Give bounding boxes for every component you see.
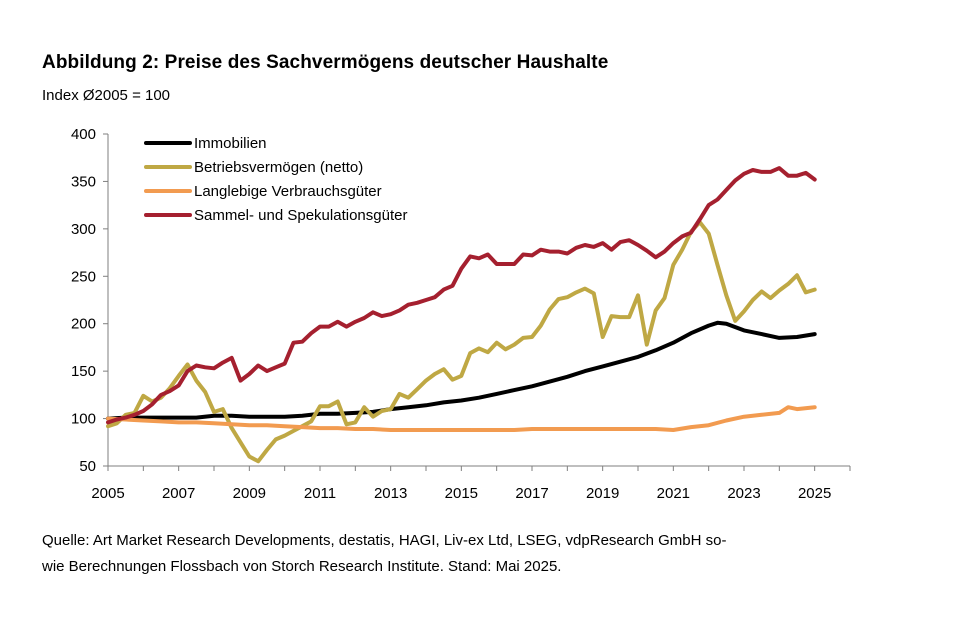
x-tick-label: 2021	[657, 485, 690, 502]
y-tick-label: 100	[71, 411, 96, 428]
chart-title: Abbildung 2: Preise des Sachvermögens de…	[42, 52, 609, 73]
x-tick-label: 2023	[727, 485, 760, 502]
x-tick-label: 2015	[445, 485, 478, 502]
series-line-4	[106, 166, 817, 425]
x-tick-label: 2013	[374, 485, 407, 502]
x-tick-label: 2011	[304, 485, 336, 502]
legend-label-4: Sammel- und Spekulationsgüter	[194, 207, 407, 224]
chart-legend: Immobilien Betriebsvermögen (netto) Langle…	[144, 135, 407, 224]
y-tick-label: 200	[71, 316, 96, 333]
chart-axes: 50 100 150 200 250 300 350 400 2005 2007 2009 2011 2…	[71, 126, 851, 502]
x-tick-label: 2005	[91, 485, 124, 502]
x-tick-label: 2007	[162, 485, 195, 502]
legend-label-1: Immobilien	[194, 135, 267, 152]
y-tick-label: 250	[71, 268, 96, 285]
source-note-line-1: Quelle: Art Market Research Developments…	[42, 532, 727, 549]
x-tick-label: 2019	[586, 485, 619, 502]
source-note-line-2: wie Berechnungen Flossbach von Storch Re…	[42, 558, 562, 575]
series-line-3	[106, 405, 817, 432]
y-tick-label: 400	[71, 126, 96, 143]
y-tick-label: 350	[71, 173, 96, 190]
x-tick-label: 2017	[515, 485, 548, 502]
y-tick-label: 150	[71, 363, 96, 380]
x-tick-label: 2009	[233, 485, 266, 502]
series-line-1	[106, 320, 817, 421]
chart-series-lines	[106, 166, 817, 464]
source-note: Quelle: Art Market Research Developments…	[42, 528, 902, 580]
y-axis-unit-label: Index Ø2005 = 100	[42, 87, 171, 104]
line-chart: 50 100 150 200 250 300 350 400 2005 2007 2009 2011 2…	[71, 126, 851, 502]
x-tick-label: 2025	[798, 485, 831, 502]
y-tick-label: 50	[79, 458, 96, 475]
legend-label-2: Betriebsvermögen (netto)	[194, 159, 363, 176]
y-tick-label: 300	[71, 221, 96, 238]
legend-label-3: Langlebige Verbrauchsgüter	[194, 183, 382, 200]
